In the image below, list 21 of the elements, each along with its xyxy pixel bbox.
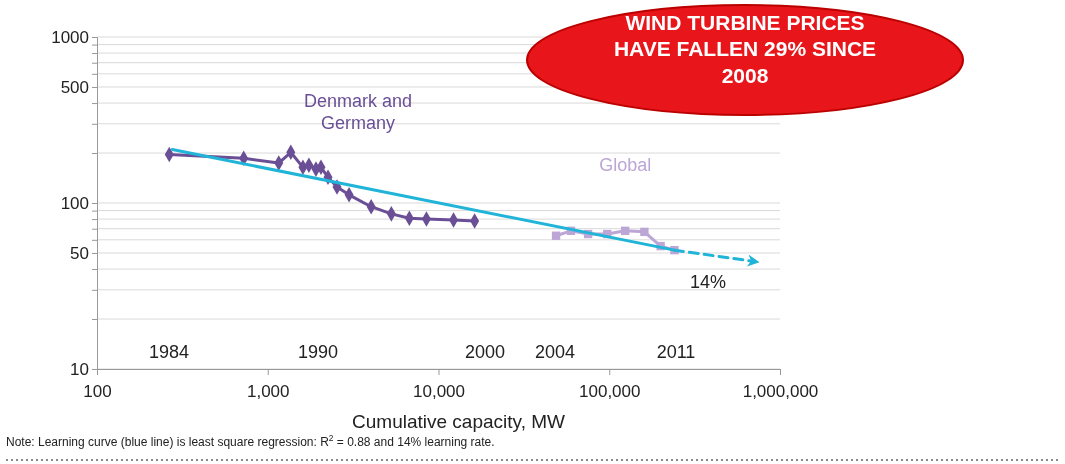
y-tick-label: 10: [70, 359, 89, 379]
text: Note: Learning curve (blue line) is least square regression: R$^{2}$ = 0.88 and 14% learning rate.: [6, 433, 495, 449]
annotation: 2004: [534, 342, 576, 363]
y-tick-label: 100: [60, 193, 89, 213]
x-tick-label: 10,000: [413, 381, 465, 401]
annotation: 1984: [148, 342, 190, 363]
x-tick-label: 1,000,000: [742, 381, 819, 401]
annotation: 1990: [297, 342, 339, 363]
y-tick-label: 1000: [51, 27, 89, 47]
x-tick-label: 1,000: [246, 381, 290, 401]
x-axis-title: Cumulative capacity, MW: [352, 411, 566, 432]
text: Global: [599, 154, 652, 175]
y-tick-label: 50: [70, 243, 89, 263]
annotation: 2011: [656, 342, 696, 363]
annotation: 14%: [689, 272, 727, 293]
x-tick-label: 100: [83, 381, 112, 401]
annotation: 2000: [464, 342, 506, 363]
x-tick-label: 100,000: [579, 381, 641, 401]
annotation: WIND TURBINE PRICES HAVE FALLEN 29% SINCE 2008: [613, 11, 877, 87]
y-tick-label: 500: [60, 77, 89, 97]
series-label: Denmark and Germany: [303, 91, 413, 133]
